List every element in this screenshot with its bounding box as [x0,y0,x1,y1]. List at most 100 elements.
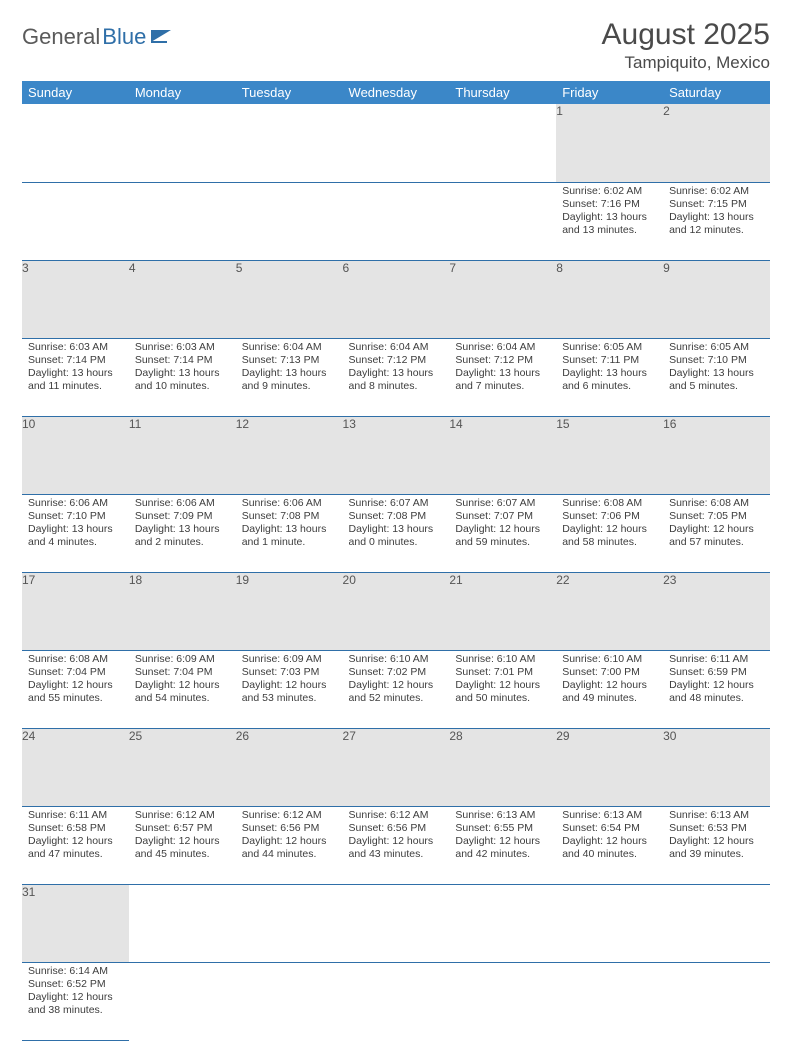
day-cell-body: Sunrise: 6:07 AMSunset: 7:07 PMDaylight:… [449,495,556,554]
sunrise-text: Sunrise: 6:05 AM [562,341,657,354]
day-number-cell: 22 [556,572,663,650]
brand-part2: Blue [102,24,146,50]
daylight-text: Daylight: 12 hours and 45 minutes. [135,835,230,861]
day-cell-body: Sunrise: 6:08 AMSunset: 7:04 PMDaylight:… [22,651,129,710]
day-cell: Sunrise: 6:13 AMSunset: 6:55 PMDaylight:… [449,806,556,884]
sunset-text: Sunset: 7:10 PM [28,510,123,523]
day-number-cell [449,884,556,962]
day-number-cell: 24 [22,728,129,806]
daylight-text: Daylight: 12 hours and 53 minutes. [242,679,337,705]
daylight-text: Daylight: 12 hours and 47 minutes. [28,835,123,861]
day-cell: Sunrise: 6:13 AMSunset: 6:53 PMDaylight:… [663,806,770,884]
sunrise-text: Sunrise: 6:04 AM [349,341,444,354]
weekday-header: Saturday [663,81,770,104]
sunset-text: Sunset: 6:56 PM [349,822,444,835]
day-number-cell [343,884,450,962]
day-cell-body: Sunrise: 6:06 AMSunset: 7:09 PMDaylight:… [129,495,236,554]
day-cell-body: Sunrise: 6:11 AMSunset: 6:58 PMDaylight:… [22,807,129,866]
day-cell [556,962,663,1040]
daylight-text: Daylight: 12 hours and 39 minutes. [669,835,764,861]
day-number-cell: 7 [449,260,556,338]
day-cell [343,182,450,260]
sunset-text: Sunset: 7:02 PM [349,666,444,679]
day-cell: Sunrise: 6:04 AMSunset: 7:13 PMDaylight:… [236,338,343,416]
day-number-cell [236,104,343,182]
sunrise-text: Sunrise: 6:06 AM [242,497,337,510]
sunset-text: Sunset: 7:11 PM [562,354,657,367]
brand-part1: General [22,24,100,50]
daylight-text: Daylight: 13 hours and 2 minutes. [135,523,230,549]
sunset-text: Sunset: 6:57 PM [135,822,230,835]
day-number-cell: 31 [22,884,129,962]
day-number-cell: 6 [343,260,450,338]
sunrise-text: Sunrise: 6:12 AM [135,809,230,822]
day-number-cell: 9 [663,260,770,338]
day-cell-body: Sunrise: 6:12 AMSunset: 6:56 PMDaylight:… [343,807,450,866]
sunrise-text: Sunrise: 6:12 AM [349,809,444,822]
daynum-row: 31 [22,884,770,962]
daylight-text: Daylight: 12 hours and 42 minutes. [455,835,550,861]
day-cell-body: Sunrise: 6:10 AMSunset: 7:02 PMDaylight:… [343,651,450,710]
header: General Blue August 2025 Tampiquito, Mex… [22,18,770,73]
day-cell-body: Sunrise: 6:06 AMSunset: 7:10 PMDaylight:… [22,495,129,554]
daylight-text: Daylight: 12 hours and 50 minutes. [455,679,550,705]
sunrise-text: Sunrise: 6:09 AM [135,653,230,666]
sunrise-text: Sunrise: 6:13 AM [455,809,550,822]
sunset-text: Sunset: 7:05 PM [669,510,764,523]
day-cell-body: Sunrise: 6:12 AMSunset: 6:56 PMDaylight:… [236,807,343,866]
day-number-cell: 26 [236,728,343,806]
day-cell: Sunrise: 6:12 AMSunset: 6:56 PMDaylight:… [343,806,450,884]
day-cell-body: Sunrise: 6:08 AMSunset: 7:05 PMDaylight:… [663,495,770,554]
daylight-text: Daylight: 13 hours and 8 minutes. [349,367,444,393]
sunset-text: Sunset: 7:09 PM [135,510,230,523]
day-cell: Sunrise: 6:10 AMSunset: 7:01 PMDaylight:… [449,650,556,728]
day-number-cell: 13 [343,416,450,494]
brand-logo: General Blue [22,24,173,50]
day-cell-body: Sunrise: 6:04 AMSunset: 7:12 PMDaylight:… [343,339,450,398]
sunrise-text: Sunrise: 6:09 AM [242,653,337,666]
day-cell-body: Sunrise: 6:03 AMSunset: 7:14 PMDaylight:… [129,339,236,398]
sunrise-text: Sunrise: 6:08 AM [669,497,764,510]
sunrise-text: Sunrise: 6:03 AM [135,341,230,354]
sunset-text: Sunset: 7:07 PM [455,510,550,523]
day-cell-body [236,963,343,969]
daylight-text: Daylight: 12 hours and 59 minutes. [455,523,550,549]
week-row: Sunrise: 6:02 AMSunset: 7:16 PMDaylight:… [22,182,770,260]
day-cell: Sunrise: 6:11 AMSunset: 6:59 PMDaylight:… [663,650,770,728]
weekday-header-row: Sunday Monday Tuesday Wednesday Thursday… [22,81,770,104]
day-number-cell: 17 [22,572,129,650]
day-number-cell: 28 [449,728,556,806]
day-cell: Sunrise: 6:10 AMSunset: 7:00 PMDaylight:… [556,650,663,728]
day-cell-body: Sunrise: 6:02 AMSunset: 7:16 PMDaylight:… [556,183,663,242]
day-cell-body: Sunrise: 6:04 AMSunset: 7:12 PMDaylight:… [449,339,556,398]
day-number-cell: 11 [129,416,236,494]
day-cell-body: Sunrise: 6:14 AMSunset: 6:52 PMDaylight:… [22,963,129,1022]
sunset-text: Sunset: 7:08 PM [242,510,337,523]
day-cell: Sunrise: 6:05 AMSunset: 7:11 PMDaylight:… [556,338,663,416]
sunrise-text: Sunrise: 6:13 AM [562,809,657,822]
day-cell-body: Sunrise: 6:13 AMSunset: 6:54 PMDaylight:… [556,807,663,866]
sunrise-text: Sunrise: 6:12 AM [242,809,337,822]
day-cell-body [663,963,770,969]
sunrise-text: Sunrise: 6:08 AM [562,497,657,510]
day-cell [236,182,343,260]
daynum-row: 3456789 [22,260,770,338]
sunrise-text: Sunrise: 6:11 AM [28,809,123,822]
day-cell [129,182,236,260]
daylight-text: Daylight: 13 hours and 4 minutes. [28,523,123,549]
daylight-text: Daylight: 12 hours and 48 minutes. [669,679,764,705]
day-cell-body: Sunrise: 6:09 AMSunset: 7:03 PMDaylight:… [236,651,343,710]
day-number-cell: 19 [236,572,343,650]
sunrise-text: Sunrise: 6:07 AM [349,497,444,510]
day-cell: Sunrise: 6:04 AMSunset: 7:12 PMDaylight:… [449,338,556,416]
daylight-text: Daylight: 12 hours and 55 minutes. [28,679,123,705]
sunset-text: Sunset: 7:06 PM [562,510,657,523]
sunset-text: Sunset: 7:01 PM [455,666,550,679]
weekday-header: Sunday [22,81,129,104]
sunset-text: Sunset: 7:12 PM [455,354,550,367]
day-cell: Sunrise: 6:09 AMSunset: 7:03 PMDaylight:… [236,650,343,728]
daylight-text: Daylight: 12 hours and 52 minutes. [349,679,444,705]
day-cell: Sunrise: 6:09 AMSunset: 7:04 PMDaylight:… [129,650,236,728]
day-number-cell: 23 [663,572,770,650]
day-cell: Sunrise: 6:02 AMSunset: 7:16 PMDaylight:… [556,182,663,260]
